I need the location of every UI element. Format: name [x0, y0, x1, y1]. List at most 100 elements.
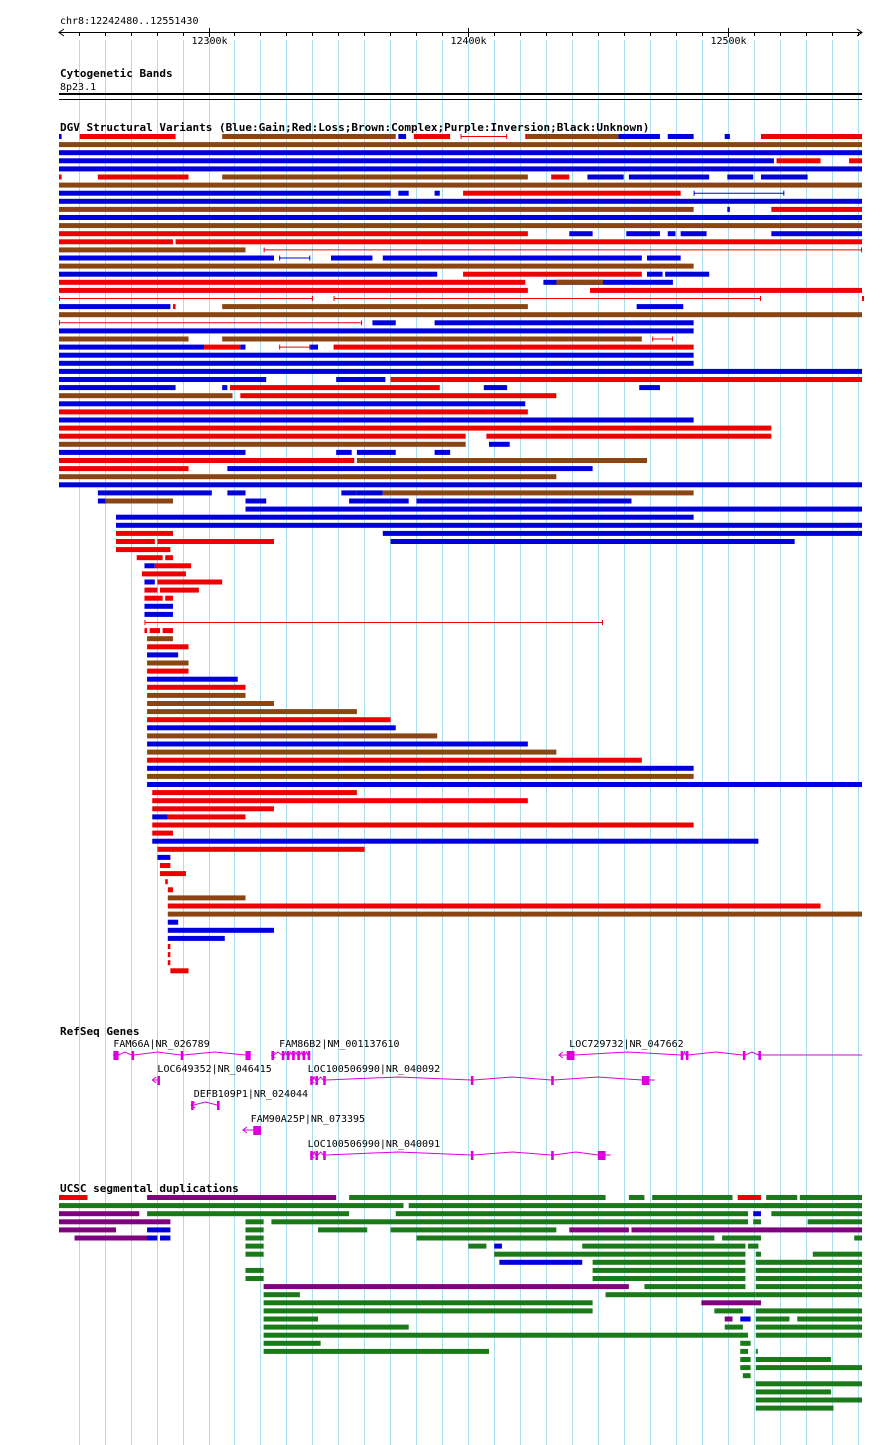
dgv-gain-variant[interactable] — [727, 174, 754, 180]
segdup-feature[interactable] — [755, 1308, 862, 1314]
dgv-loss-variant[interactable] — [59, 458, 355, 463]
dgv-complex-variant[interactable] — [59, 336, 189, 342]
dgv-complex-variant[interactable] — [59, 223, 862, 229]
dgv-gain-variant[interactable] — [647, 255, 681, 261]
dgv-loss-variant[interactable] — [59, 433, 466, 439]
dgv-loss-variant[interactable] — [167, 960, 171, 966]
dgv-loss-variant[interactable] — [170, 968, 189, 974]
dgv-gain-variant[interactable] — [336, 377, 386, 382]
dgv-gain-variant[interactable] — [639, 385, 660, 391]
dgv-loss-variant[interactable] — [147, 644, 189, 650]
dgv-loss-variant[interactable] — [152, 830, 173, 836]
dgv-loss-variant[interactable] — [165, 879, 168, 885]
segdup-feature[interactable] — [755, 1324, 862, 1330]
dgv-loss-variant[interactable] — [590, 287, 862, 293]
dgv-track[interactable] — [59, 134, 864, 974]
segdup-feature[interactable] — [263, 1308, 593, 1314]
dgv-loss-variant[interactable] — [204, 344, 241, 350]
dgv-complex-variant[interactable] — [147, 709, 357, 715]
segdup-feature[interactable] — [59, 1195, 88, 1200]
segdup-feature[interactable] — [755, 1259, 862, 1265]
segdup-feature[interactable] — [468, 1243, 487, 1249]
refseq-gene[interactable]: FAM90A25P|NR_073395 — [242, 1114, 365, 1135]
dgv-gain-variant[interactable] — [59, 377, 267, 382]
dgv-gain-variant[interactable] — [618, 134, 660, 139]
dgv-loss-variant[interactable] — [115, 539, 155, 544]
segdup-feature[interactable] — [160, 1235, 171, 1241]
dgv-complex-variant[interactable] — [222, 336, 642, 342]
dgv-gain-variant[interactable] — [483, 385, 508, 391]
dgv-gain-variant[interactable] — [636, 304, 663, 310]
dgv-loss-variant[interactable] — [229, 385, 440, 391]
dgv-loss-variant[interactable] — [59, 409, 528, 415]
dgv-complex-variant[interactable] — [59, 142, 862, 148]
dgv-loss-variant[interactable] — [79, 134, 176, 139]
dgv-loss-variant[interactable] — [172, 304, 176, 310]
segdup-feature[interactable] — [395, 1211, 749, 1217]
dgv-gain-variant[interactable] — [771, 231, 862, 237]
segdup-feature[interactable] — [748, 1243, 759, 1249]
dgv-loss-variant[interactable] — [175, 239, 862, 245]
refseq-gene[interactable]: LOC100506990|NR_040092 — [308, 1064, 655, 1085]
segdup-feature[interactable] — [245, 1251, 264, 1257]
dgv-loss-variant[interactable] — [771, 206, 862, 212]
segdup-feature[interactable] — [755, 1292, 862, 1298]
dgv-gain-variant[interactable] — [59, 215, 862, 220]
segdup-feature[interactable] — [807, 1219, 862, 1225]
segdup-feature[interactable] — [740, 1332, 749, 1338]
dgv-loss-variant[interactable] — [59, 279, 526, 285]
segdup-feature[interactable] — [854, 1235, 862, 1241]
dgv-gain-variant[interactable] — [341, 490, 357, 496]
segdup-feature[interactable] — [714, 1308, 743, 1314]
dgv-gain-variant[interactable] — [59, 449, 246, 455]
position-ruler[interactable]: 12300k 12400k 12500k — [58, 28, 863, 47]
dgv-loss-variant[interactable] — [115, 547, 171, 553]
dgv-loss-variant[interactable] — [59, 174, 62, 180]
dgv-loss-variant[interactable] — [147, 757, 642, 763]
dgv-loss-variant[interactable] — [152, 822, 694, 828]
dgv-complex-variant[interactable] — [105, 498, 173, 504]
dgv-gain-variant[interactable] — [97, 490, 212, 496]
dgv-loss-variant[interactable] — [162, 628, 173, 634]
segdup-feature[interactable] — [390, 1227, 557, 1233]
dgv-loss-variant[interactable] — [152, 798, 528, 804]
dgv-gain-variant[interactable] — [245, 498, 267, 504]
dgv-complex-variant[interactable] — [147, 636, 173, 642]
segdup-feature[interactable] — [494, 1251, 746, 1257]
dgv-loss-variant[interactable] — [167, 903, 821, 909]
dgv-gain-variant[interactable] — [390, 539, 795, 544]
dgv-loss-variant[interactable] — [157, 579, 223, 585]
dgv-complex-variant[interactable] — [382, 490, 694, 496]
segdup-feature[interactable] — [755, 1405, 834, 1411]
dgv-gain-variant[interactable] — [416, 498, 632, 504]
segdup-feature[interactable] — [836, 1203, 862, 1209]
segdup-feature[interactable] — [755, 1389, 831, 1395]
refseq-gene[interactable]: FAM86B2|NM_001137610 — [270, 1039, 400, 1060]
dgv-loss-variant[interactable] — [59, 466, 189, 472]
dgv-gain-variant[interactable] — [144, 611, 173, 617]
segdup-feature[interactable] — [755, 1348, 758, 1354]
dgv-complex-variant[interactable] — [59, 182, 862, 188]
segdup-feature[interactable] — [59, 1211, 140, 1217]
dgv-loss-variant[interactable] — [97, 174, 189, 180]
dgv-gain-variant[interactable] — [434, 449, 451, 455]
dgv-loss-variant[interactable] — [59, 425, 772, 431]
segdup-feature[interactable] — [755, 1276, 862, 1281]
segdup-feature[interactable] — [245, 1243, 264, 1249]
segdup-feature[interactable] — [755, 1381, 862, 1387]
segdup-track[interactable] — [59, 1195, 862, 1411]
segdup-feature[interactable] — [592, 1259, 746, 1265]
segdup-feature[interactable] — [245, 1219, 264, 1225]
dgv-gain-variant[interactable] — [222, 385, 228, 391]
dgv-gain-variant[interactable] — [59, 255, 274, 261]
segdup-feature[interactable] — [652, 1195, 733, 1200]
segdup-feature[interactable] — [592, 1267, 746, 1273]
segdup-feature[interactable] — [797, 1316, 862, 1322]
segdup-feature[interactable] — [771, 1211, 862, 1217]
segdup-feature[interactable] — [740, 1348, 749, 1354]
dgv-gain-variant[interactable] — [488, 441, 510, 447]
dgv-gain-variant[interactable] — [330, 255, 373, 261]
segdup-feature[interactable] — [263, 1332, 743, 1338]
dgv-gain-variant[interactable] — [152, 838, 759, 844]
dgv-loss-variant[interactable] — [165, 595, 173, 601]
